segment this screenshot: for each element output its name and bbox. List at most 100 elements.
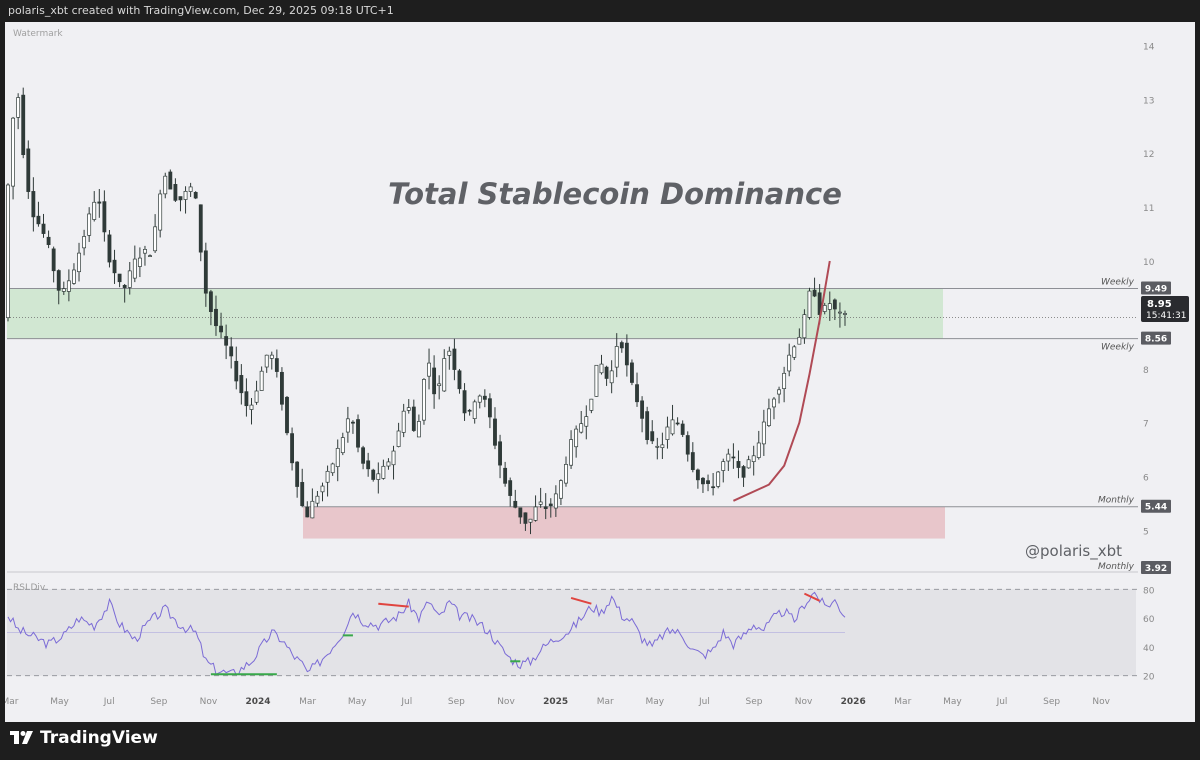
candle-body: [219, 325, 223, 333]
chart-title: Total Stablecoin Dominance: [388, 177, 842, 211]
candle-body: [386, 461, 391, 467]
candle-body: [406, 407, 411, 411]
candle-body: [741, 466, 746, 478]
time-tick-label: Mar: [5, 697, 19, 707]
candle: [92, 191, 97, 222]
candle-body: [198, 204, 203, 253]
candle-body: [706, 480, 710, 484]
tradingview-logo[interactable]: TradingView: [10, 728, 158, 748]
candle-body: [16, 97, 21, 118]
candle-body: [46, 236, 51, 245]
candle: [366, 452, 371, 477]
candle-body: [782, 372, 787, 389]
candle: [655, 437, 660, 460]
candle: [751, 445, 756, 476]
candle-body: [543, 506, 548, 509]
candle-body: [787, 354, 792, 372]
candle-body: [72, 269, 76, 284]
level-value: 8.56: [1145, 335, 1167, 345]
candle-body: [305, 506, 310, 518]
candle-body: [376, 473, 381, 480]
candle: [214, 295, 218, 336]
candle: [335, 439, 340, 482]
candle-body: [416, 421, 421, 438]
candle: [513, 489, 518, 509]
candle: [690, 442, 695, 473]
rsi-line: [7, 591, 846, 676]
candle-body: [132, 258, 137, 279]
candle-body: [477, 395, 482, 403]
time-tick-label: Jul: [103, 697, 115, 707]
candle: [782, 366, 787, 403]
candle-body: [290, 433, 294, 464]
rsi-tick-label: 60: [1143, 615, 1155, 625]
candle: [589, 398, 594, 414]
candle: [482, 389, 487, 408]
candle: [538, 487, 543, 508]
candle-body: [772, 398, 776, 408]
candle-body: [411, 406, 416, 431]
candle: [82, 229, 87, 256]
candle-body: [61, 288, 66, 292]
candle: [21, 87, 26, 159]
candle-body: [127, 270, 132, 288]
time-tick-label: Sep: [448, 697, 465, 707]
candle-body: [254, 390, 259, 403]
candle: [493, 407, 497, 450]
time-tick-label: Jul: [400, 697, 412, 707]
candle-body: [432, 367, 437, 395]
candle-body: [107, 234, 112, 263]
candle-body: [173, 184, 178, 201]
candle: [132, 245, 137, 283]
candle-body: [761, 421, 766, 445]
candle: [503, 461, 508, 487]
candle: [36, 201, 41, 227]
candle-body: [31, 191, 36, 218]
rsi-label: RSI Div: [13, 583, 46, 593]
candle: [807, 287, 812, 320]
candle: [234, 346, 239, 390]
candle: [706, 474, 710, 492]
candle: [797, 328, 802, 345]
candle: [26, 140, 31, 199]
price-tick-label: 10: [1143, 258, 1155, 268]
candle: [249, 398, 254, 425]
candle: [61, 281, 66, 295]
time-tick-label: 2025: [543, 697, 568, 707]
candle-body: [655, 445, 660, 448]
candle-body: [690, 452, 695, 470]
candle: [832, 298, 837, 321]
candle: [457, 368, 462, 394]
candle-body: [802, 314, 807, 339]
candle: [422, 378, 426, 425]
candle-body: [487, 398, 492, 418]
candle-body: [56, 270, 61, 291]
tradingview-logo-icon: [10, 731, 33, 744]
candle: [340, 432, 345, 456]
candle-body: [721, 461, 726, 471]
candle-body: [82, 236, 87, 249]
candle-body: [635, 384, 639, 403]
candle-body: [594, 364, 599, 397]
candle: [87, 207, 92, 242]
candle: [650, 420, 655, 445]
candle-body: [756, 442, 761, 458]
candle-body: [335, 447, 340, 467]
candle: [812, 277, 817, 298]
candle: [361, 445, 366, 470]
candle: [158, 189, 163, 238]
candle: [310, 488, 315, 519]
candle: [579, 410, 584, 434]
candle-body: [538, 501, 543, 505]
candle: [72, 263, 76, 285]
level-badge: [1141, 561, 1171, 574]
parabolic-curve: [732, 260, 831, 502]
candle-body: [579, 423, 584, 433]
attribution-text: polaris_xbt created with TradingView.com…: [8, 4, 394, 17]
candle-body: [604, 366, 609, 379]
candle: [46, 230, 51, 249]
candle-body: [21, 94, 26, 156]
level-label: Weekly: [1101, 343, 1135, 353]
